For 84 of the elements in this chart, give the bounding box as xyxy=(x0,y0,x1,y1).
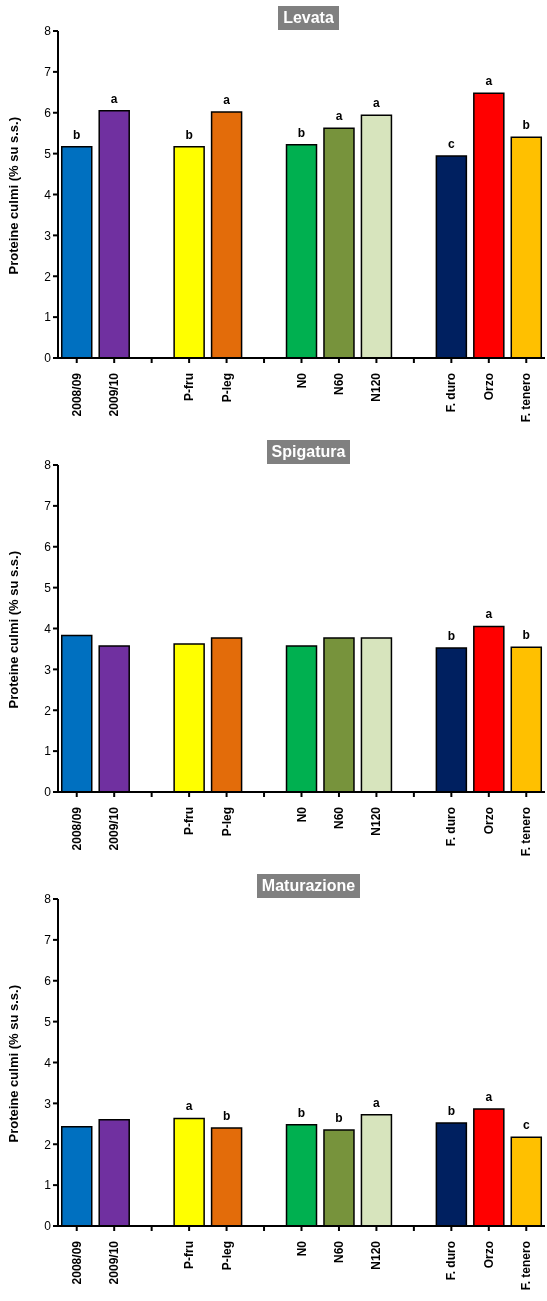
x-tick-label: N60 xyxy=(331,372,346,396)
y-tick-label: 4 xyxy=(44,621,52,636)
y-tick-label: 4 xyxy=(44,1055,52,1070)
data-label: b xyxy=(222,1108,231,1123)
data-label: a xyxy=(373,1095,381,1110)
chart-title: Levata xyxy=(278,6,339,30)
y-tick-label: 6 xyxy=(44,974,52,989)
data-label: c xyxy=(522,1118,530,1133)
x-tick-label: N0 xyxy=(294,1240,309,1257)
y-axis-title: Proteine culmi (% su s.s.) xyxy=(5,551,21,709)
y-tick-label: 3 xyxy=(44,662,52,677)
y-tick-label: 0 xyxy=(44,785,52,800)
data-label: c xyxy=(448,137,456,152)
y-tick-label: 7 xyxy=(44,499,52,514)
data-label: b xyxy=(335,1110,343,1125)
data-label: b xyxy=(522,118,530,133)
y-tick-label: 7 xyxy=(44,933,52,948)
chart-title: Spigatura xyxy=(266,440,351,464)
x-tick-label: F. tenero xyxy=(519,807,534,857)
data-label: a xyxy=(223,92,231,107)
y-tick-label: 0 xyxy=(44,351,52,366)
x-tick-label: F. duro xyxy=(444,1241,459,1281)
x-tick-label: 2008/09 xyxy=(69,372,84,417)
y-axis-title: Proteine culmi (% su s.s.) xyxy=(5,985,21,1143)
y-tick-label: 2 xyxy=(44,1137,52,1152)
x-tick-label: 2009/10 xyxy=(107,806,122,851)
chart-title: Maturazione xyxy=(256,874,361,898)
x-tick-label: F. duro xyxy=(444,373,459,413)
x-tick-label: N120 xyxy=(369,806,384,836)
y-tick-label: 4 xyxy=(44,187,52,202)
x-tick-label: N60 xyxy=(331,1240,346,1264)
x-tick-label: Orzo xyxy=(481,807,496,835)
y-tick-label: 7 xyxy=(44,65,52,80)
data-label: b xyxy=(185,127,193,142)
x-tick-label: Orzo xyxy=(481,1241,496,1269)
x-tick-label: F. tenero xyxy=(519,1241,534,1291)
x-tick-label: 2008/09 xyxy=(69,1240,84,1285)
x-tick-label: F. duro xyxy=(444,807,459,847)
y-tick-label: 0 xyxy=(44,1219,52,1234)
x-tick-label: N60 xyxy=(331,806,346,830)
y-tick-label: 5 xyxy=(44,146,52,161)
data-label: b xyxy=(297,1105,306,1120)
x-tick-label: N0 xyxy=(294,372,309,389)
y-tick-label: 6 xyxy=(44,106,52,121)
x-tick-label: 2009/10 xyxy=(107,1240,122,1285)
x-tick-label: P-fru xyxy=(182,807,197,835)
y-tick-label: 2 xyxy=(44,703,52,718)
y-tick-label: 5 xyxy=(44,1014,52,1029)
y-tick-label: 1 xyxy=(44,744,52,759)
x-tick-label: P-fru xyxy=(182,373,197,401)
x-tick-label: F. tenero xyxy=(519,373,534,423)
y-tick-label: 5 xyxy=(44,580,52,595)
y-tick-label: 8 xyxy=(44,458,52,473)
data-label: b xyxy=(73,127,81,142)
x-tick-label: N120 xyxy=(369,372,384,402)
y-axis-title: Proteine culmi (% su s.s.) xyxy=(5,117,21,275)
y-tick-label: 1 xyxy=(44,1178,52,1193)
data-label: b xyxy=(522,628,530,643)
y-tick-label: 8 xyxy=(44,892,52,907)
data-label: a xyxy=(485,607,493,622)
data-label: a xyxy=(185,1099,193,1114)
x-tick-label: P-leg xyxy=(219,807,234,837)
data-label: a xyxy=(485,1090,493,1105)
x-tick-label: P-leg xyxy=(219,373,234,403)
data-label: a xyxy=(335,109,343,124)
y-tick-label: 2 xyxy=(44,269,52,284)
y-tick-label: 3 xyxy=(44,1096,52,1111)
y-tick-label: 8 xyxy=(44,24,52,39)
data-label: a xyxy=(373,96,381,111)
data-label: a xyxy=(110,91,118,106)
x-tick-label: N120 xyxy=(369,1240,384,1270)
y-tick-label: 6 xyxy=(44,540,52,555)
x-tick-label: Orzo xyxy=(481,373,496,401)
data-label: b xyxy=(447,629,456,644)
x-tick-label: P-leg xyxy=(219,1241,234,1271)
x-tick-label: P-fru xyxy=(182,1241,197,1269)
data-label: b xyxy=(297,125,306,140)
data-label: b xyxy=(447,1103,456,1118)
y-tick-label: 3 xyxy=(44,228,52,243)
x-tick-label: N0 xyxy=(294,806,309,823)
data-label: a xyxy=(485,74,493,89)
x-tick-label: 2008/09 xyxy=(69,806,84,851)
x-tick-label: 2009/10 xyxy=(107,372,122,417)
y-tick-label: 1 xyxy=(44,310,52,325)
